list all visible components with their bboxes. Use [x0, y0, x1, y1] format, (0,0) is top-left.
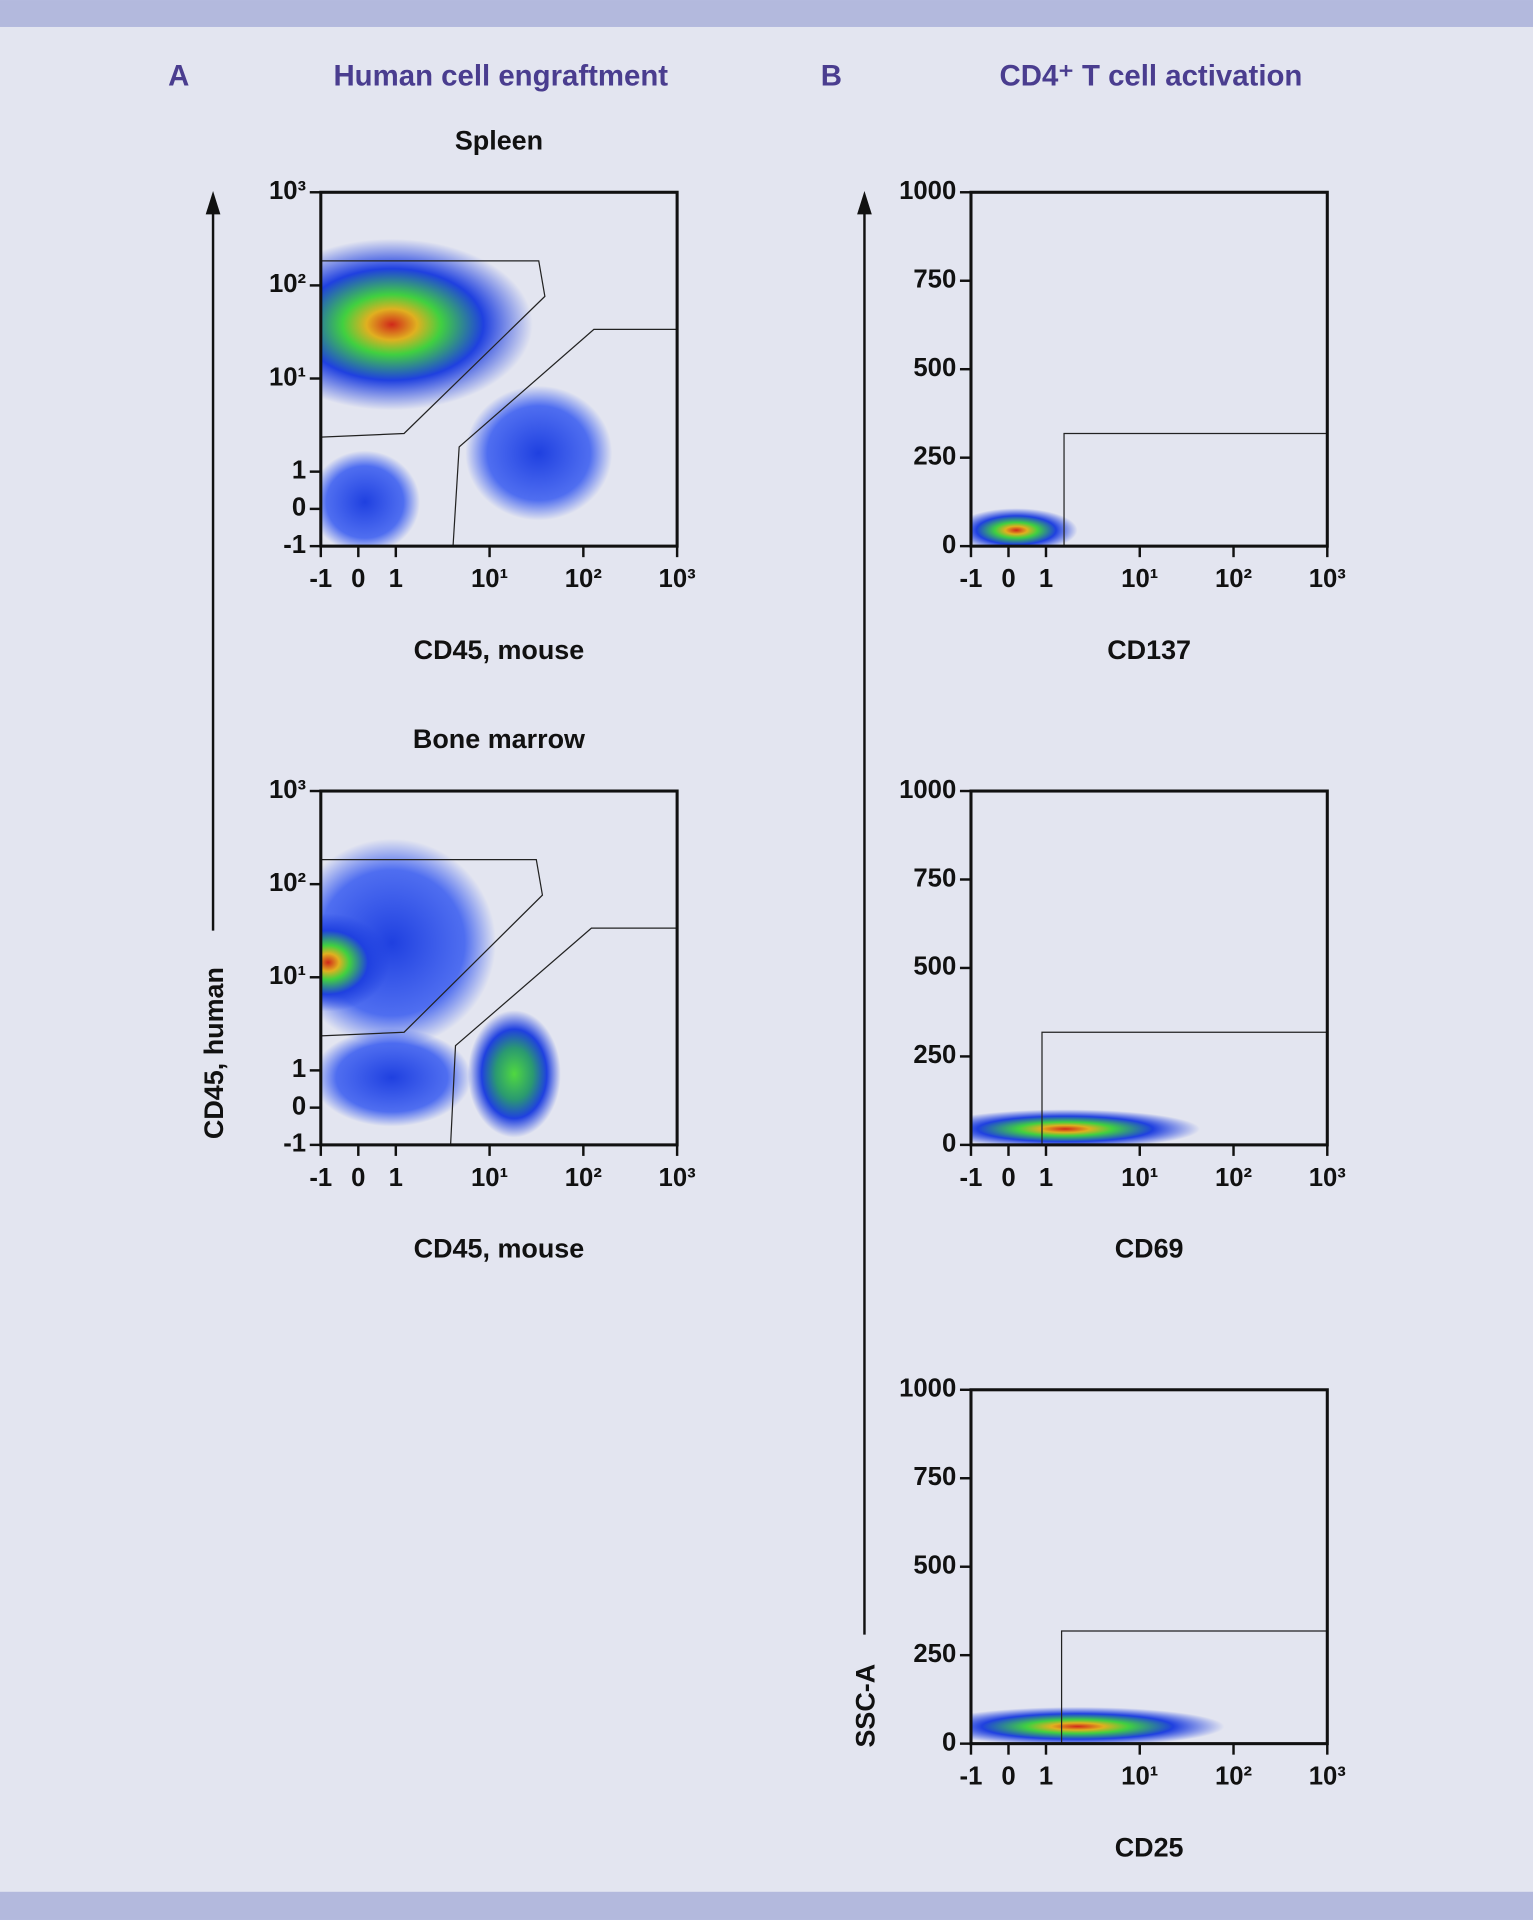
panel-label: B [821, 60, 842, 93]
y-tick-label: 1 [292, 456, 306, 484]
x-axis-label: CD137 [1107, 635, 1191, 665]
x-tick-label: 10¹ [1121, 565, 1158, 593]
x-tick-label: 0 [1001, 1164, 1015, 1192]
y-tick-label: 1 [292, 1055, 306, 1083]
x-axis-label: CD69 [1115, 1234, 1184, 1264]
y-tick-label: 750 [913, 266, 956, 294]
x-tick-label: 10³ [1309, 1164, 1346, 1192]
x-tick-label: 1 [1039, 1763, 1053, 1791]
y-tick-label: 250 [913, 1041, 956, 1069]
y-tick-label: 250 [913, 1640, 956, 1668]
density-cloud [970, 1630, 1328, 1744]
y-tick-label: 10² [269, 270, 307, 298]
x-tick-label: 10² [1215, 1763, 1253, 1791]
x-tick-label: 0 [1001, 1763, 1015, 1791]
y-tick-label: 10¹ [269, 962, 306, 990]
density-cloud [320, 238, 678, 547]
y-tick-label: 500 [913, 953, 956, 981]
panel-label: A [168, 60, 189, 93]
x-tick-label: 10¹ [1121, 1763, 1158, 1791]
y-tick-label: 0 [942, 1130, 956, 1158]
density-cloud [320, 838, 678, 1145]
y-tick-label: 1000 [899, 177, 956, 205]
x-tick-label: 10² [565, 1164, 603, 1192]
plot-title: Bone marrow [413, 724, 585, 754]
y-tick-label: 10³ [269, 776, 306, 804]
bottom-band [0, 1891, 1533, 1920]
x-tick-label: 1 [389, 565, 403, 593]
y-axis-label: CD45, human [199, 967, 229, 1139]
x-tick-label: 0 [1001, 565, 1015, 593]
y-tick-label: 0 [942, 531, 956, 559]
x-tick-label: 10² [565, 565, 603, 593]
density-cloud [970, 432, 1328, 547]
y-tick-label: 10¹ [269, 363, 306, 391]
arrow-head [857, 191, 872, 215]
y-tick-label: 1000 [899, 776, 956, 804]
y-axis-label: SSC-A [850, 1664, 880, 1748]
panel-title: Human cell engraftment [333, 60, 668, 93]
x-tick-label: 1 [1039, 565, 1053, 593]
y-tick-label: 750 [913, 1463, 956, 1491]
x-tick-label: 10¹ [1121, 1164, 1158, 1192]
y-tick-label: 1000 [899, 1375, 956, 1403]
plot-frame [319, 789, 679, 1147]
x-tick-label: 0 [351, 1164, 365, 1192]
y-tick-label: 10² [269, 869, 307, 897]
x-tick-label: -1 [960, 565, 983, 593]
top-band [0, 0, 1533, 27]
y-tick-label: 0 [292, 1092, 306, 1120]
x-tick-label: 10² [1215, 1164, 1253, 1192]
x-axis-label: CD45, mouse [414, 1234, 585, 1264]
y-tick-label: 10³ [269, 177, 306, 205]
panel-title: CD4⁺ T cell activation [1000, 60, 1303, 93]
x-tick-label: 10² [1215, 565, 1253, 593]
y-tick-label: -1 [283, 531, 306, 559]
x-tick-label: 10³ [659, 1164, 696, 1192]
x-tick-label: 0 [351, 565, 365, 593]
x-tick-label: -1 [960, 1763, 983, 1791]
x-tick-label: -1 [960, 1164, 983, 1192]
x-tick-label: 1 [389, 1164, 403, 1192]
x-tick-label: 10¹ [471, 1164, 508, 1192]
x-axis-label: CD45, mouse [414, 635, 585, 665]
y-tick-label: 750 [913, 864, 956, 892]
y-tick-label: 0 [942, 1728, 956, 1756]
y-tick-label: 500 [913, 354, 956, 382]
arrow-head [205, 191, 221, 215]
plot-title: Spleen [455, 125, 543, 155]
x-axis-label: CD25 [1115, 1832, 1184, 1862]
x-tick-label: 10³ [1309, 1763, 1346, 1791]
x-tick-label: 10³ [1309, 565, 1346, 593]
x-tick-label: 10³ [659, 565, 696, 593]
x-tick-label: -1 [309, 565, 332, 593]
y-tick-label: 250 [913, 442, 956, 470]
density-cloud [970, 1031, 1328, 1145]
x-tick-label: 1 [1039, 1164, 1053, 1192]
y-tick-label: 500 [913, 1552, 956, 1580]
y-tick-label: -1 [283, 1130, 306, 1158]
plot-frame [319, 190, 679, 548]
x-tick-label: 10¹ [471, 565, 508, 593]
x-tick-label: -1 [309, 1164, 332, 1192]
y-tick-label: 0 [292, 494, 306, 522]
